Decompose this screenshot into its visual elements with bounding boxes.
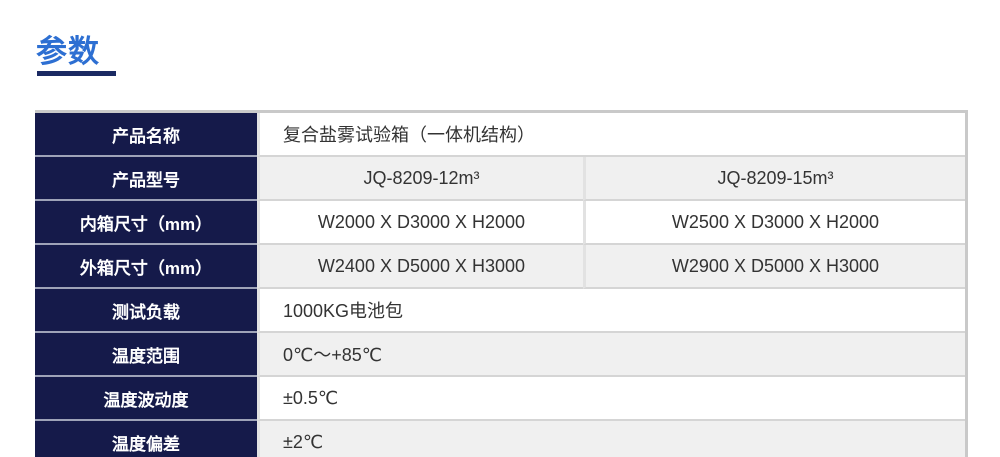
row-value-inner-1: W2000 X D3000 X H2000 — [257, 201, 583, 245]
row-value-outer-2: W2900 X D5000 X H3000 — [583, 245, 965, 289]
row-value: ±2℃ — [257, 421, 965, 457]
row-value-outer-1: W2400 X D5000 X H3000 — [257, 245, 583, 289]
row-label: 产品名称 — [35, 113, 257, 157]
table-row-product-name: 产品名称 复合盐雾试验箱（一体机结构） — [35, 113, 965, 157]
row-label: 产品型号 — [35, 157, 257, 201]
row-value: ±0.5℃ — [257, 377, 965, 421]
table-row-outer-dimensions: 外箱尺寸（mm） W2400 X D5000 X H3000 W2900 X D… — [35, 245, 965, 289]
page-title: 参数 — [36, 34, 100, 69]
table-row-product-model: 产品型号 JQ-8209-12m³ JQ-8209-15m³ — [35, 157, 965, 201]
table-row-inner-dimensions: 内箱尺寸（mm） W2000 X D3000 X H2000 W2500 X D… — [35, 201, 965, 245]
row-value-model-1: JQ-8209-12m³ — [257, 157, 583, 201]
title-underline — [37, 71, 116, 76]
row-label: 外箱尺寸（mm） — [35, 245, 257, 289]
spec-table: 产品名称 复合盐雾试验箱（一体机结构） 产品型号 JQ-8209-12m³ JQ… — [35, 110, 968, 457]
table-row-temp-deviation: 温度偏差 ±2℃ — [35, 421, 965, 457]
row-value-inner-2: W2500 X D3000 X H2000 — [583, 201, 965, 245]
row-value: 复合盐雾试验箱（一体机结构） — [257, 113, 965, 157]
row-value: 1000KG电池包 — [257, 289, 965, 333]
row-label: 温度偏差 — [35, 421, 257, 457]
row-label: 温度范围 — [35, 333, 257, 377]
row-label: 内箱尺寸（mm） — [35, 201, 257, 245]
row-label: 温度波动度 — [35, 377, 257, 421]
row-value-model-2: JQ-8209-15m³ — [583, 157, 965, 201]
table-row-temp-fluctuation: 温度波动度 ±0.5℃ — [35, 377, 965, 421]
table-row-temp-range: 温度范围 0℃～+85℃ — [35, 333, 965, 377]
row-label: 测试负载 — [35, 289, 257, 333]
row-value: 0℃～+85℃ — [257, 333, 965, 377]
table-row-test-load: 测试负载 1000KG电池包 — [35, 289, 965, 333]
